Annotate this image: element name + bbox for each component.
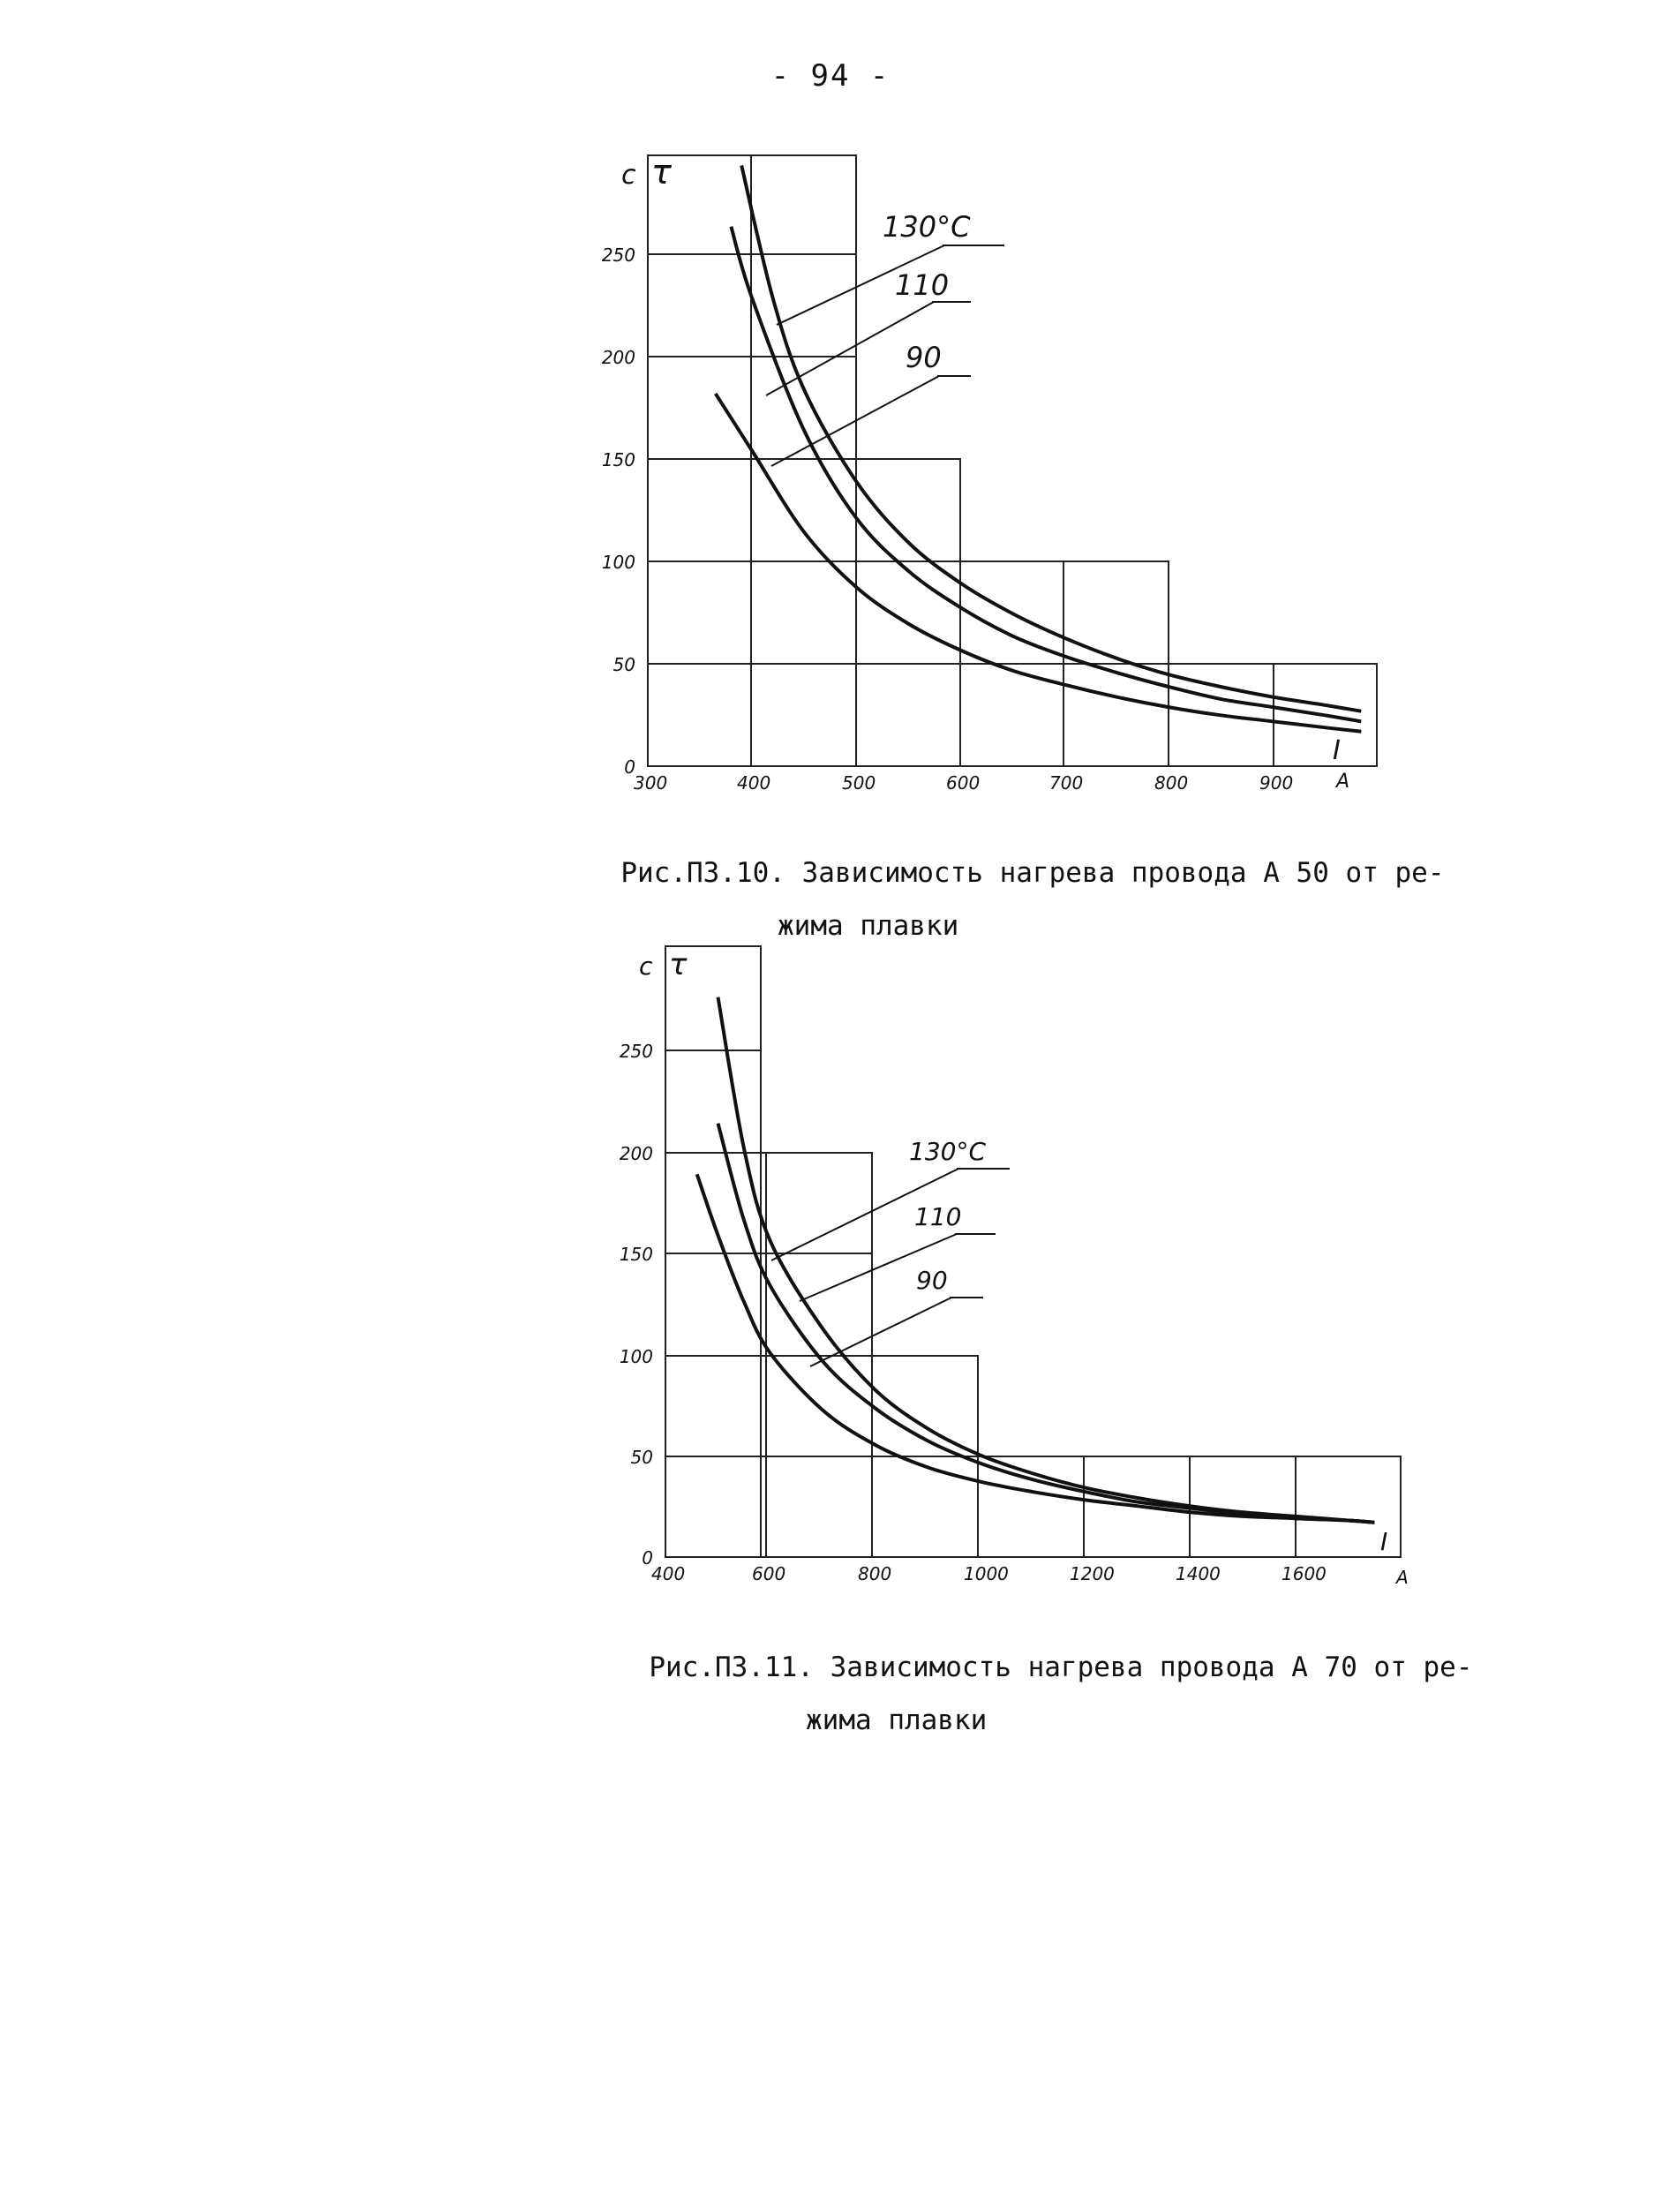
caption-line-2: жима плавки [778, 910, 959, 942]
y-tick-label: 50 [613, 654, 635, 675]
x-tick-label: 1000 [964, 1563, 1009, 1584]
x-tick-label: 1600 [1281, 1563, 1327, 1584]
x-tick-label: 500 [842, 772, 876, 794]
y-tick-label: 100 [602, 552, 635, 573]
y-unit-label: с [639, 952, 653, 981]
series-label: 110 [895, 268, 949, 302]
y-tick-label: 200 [602, 347, 635, 368]
x-unit-label: А [1334, 771, 1349, 793]
series-label: 90 [916, 1266, 948, 1295]
x-unit-label: А [1394, 1567, 1409, 1588]
label-leader [809, 1297, 952, 1367]
x-tick-label: 800 [1154, 772, 1188, 794]
x-tick-label: 1200 [1070, 1563, 1115, 1584]
x-tick-label: 900 [1259, 772, 1293, 794]
y-tick-label: 0 [642, 1547, 653, 1569]
y-tick-label: 0 [624, 756, 635, 778]
caption-figure-10: Рис.П3.10. Зависимость нагрева провода А… [588, 833, 1445, 966]
x-tick-label: 700 [1049, 772, 1083, 794]
x-tick-label: 1400 [1176, 1563, 1221, 1584]
caption-line-1: Рис.П3.10. Зависимость нагрева провода А… [620, 857, 1445, 889]
page-number: - 94 - [770, 58, 891, 94]
x-symbol-label: I [1380, 1527, 1387, 1556]
caption-figure-11: Рис.П3.11. Зависимость нагрева провода А… [616, 1628, 1473, 1760]
chart-a50-frame: с τ [621, 153, 673, 192]
series-label: 130°С [883, 210, 971, 244]
label-leader [776, 245, 945, 326]
chart-a70-frame: с τ [639, 947, 688, 982]
y-tick-label: 200 [620, 1143, 653, 1164]
caption-line-1: Рис.П3.11. Зависимость нагрева провода А… [649, 1651, 1473, 1683]
x-symbol-label: I [1333, 735, 1341, 766]
x-tick-label: 600 [752, 1563, 785, 1584]
series-curve-2 [716, 1123, 1375, 1524]
x-tick-label: 300 [634, 772, 667, 794]
x-tick-label: 800 [858, 1563, 891, 1584]
y-tick-label: 250 [620, 1041, 653, 1062]
label-leader [799, 1233, 958, 1302]
label-leader [770, 375, 940, 467]
series-label: 90 [906, 341, 942, 374]
y-symbol-label: τ [669, 947, 688, 982]
label-leader [765, 301, 935, 396]
series-curve-3 [714, 392, 1362, 734]
x-tick-label: 400 [737, 772, 770, 794]
grid-block [665, 945, 762, 1558]
series-curve-3 [695, 1173, 1375, 1524]
x-tick-label: 400 [651, 1563, 685, 1584]
series-label: 130°С [909, 1137, 986, 1166]
y-symbol-label: τ [651, 153, 673, 192]
y-tick-label: 250 [602, 245, 635, 266]
series-label: 110 [914, 1202, 961, 1231]
y-tick-label: 150 [602, 449, 635, 470]
series-curve-2 [729, 226, 1362, 724]
y-tick-label: 50 [631, 1447, 653, 1468]
y-tick-label: 100 [620, 1346, 653, 1367]
y-tick-label: 150 [620, 1244, 653, 1265]
series-curve-1 [716, 997, 1375, 1524]
label-leader [770, 1168, 959, 1261]
y-unit-label: с [621, 160, 636, 191]
x-tick-label: 600 [946, 772, 980, 794]
series-curve-1 [740, 165, 1362, 713]
caption-line-2: жима плавки [806, 1704, 988, 1736]
